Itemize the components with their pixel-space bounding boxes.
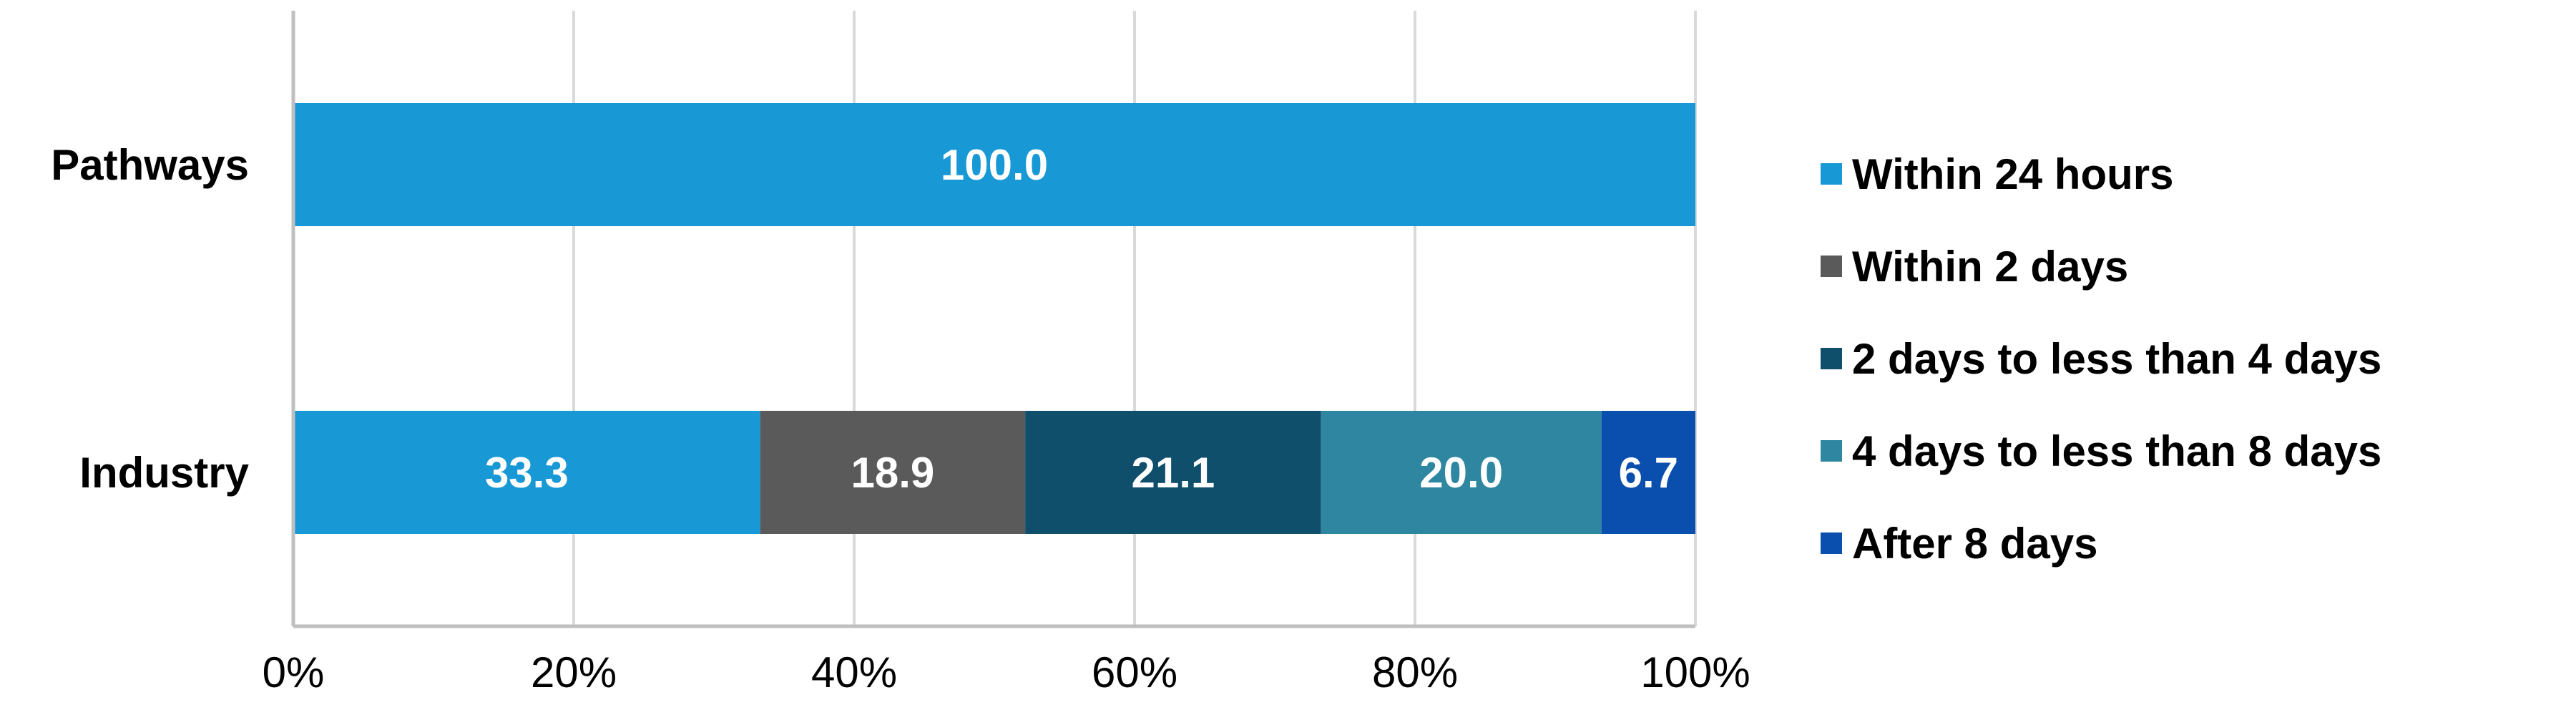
bars: 100.0 33.3 18.9 21.1 20.0 6.7 xyxy=(293,103,1695,534)
bar-segment xyxy=(760,411,1026,534)
legend-item: After 8 days xyxy=(1821,520,2097,568)
bar-segment xyxy=(1601,411,1695,534)
data-label: 100.0 xyxy=(941,141,1048,189)
legend-item: Within 24 hours xyxy=(1821,150,2173,198)
legend-swatch xyxy=(1821,348,1842,369)
x-tick-label: 60% xyxy=(1092,648,1177,696)
axes: 0% 20% 40% 60% 80% 100% Pathways Industry xyxy=(51,11,1750,696)
data-label: 33.3 xyxy=(485,449,569,497)
x-tick-label: 80% xyxy=(1372,648,1458,696)
x-tick-label: 100% xyxy=(1640,648,1750,696)
data-label: 6.7 xyxy=(1619,449,1678,497)
legend-item: 2 days to less than 4 days xyxy=(1821,335,2381,383)
bar-segment xyxy=(293,411,760,534)
legend-item: Within 2 days xyxy=(1821,243,2128,291)
legend-swatch xyxy=(1821,163,1842,185)
category-label: Industry xyxy=(79,449,249,497)
legend-swatch xyxy=(1821,532,1842,554)
x-tick-label: 20% xyxy=(531,648,617,696)
data-label: 21.1 xyxy=(1132,449,1215,497)
legend: Within 24 hours Within 2 days 2 days to le… xyxy=(1821,150,2381,568)
legend-label: 2 days to less than 4 days xyxy=(1852,335,2381,383)
bar-segment xyxy=(1025,411,1321,534)
legend-label: Within 24 hours xyxy=(1852,150,2173,198)
bar-segment xyxy=(1321,411,1602,534)
bar-segment xyxy=(293,103,1695,226)
legend-label: After 8 days xyxy=(1852,520,2097,568)
legend-label: Within 2 days xyxy=(1852,243,2128,291)
data-label: 20.0 xyxy=(1419,449,1503,497)
data-label: 18.9 xyxy=(851,449,935,497)
legend-item: 4 days to less than 8 days xyxy=(1821,427,2381,475)
legend-label: 4 days to less than 8 days xyxy=(1852,427,2381,475)
x-tick-label: 40% xyxy=(811,648,897,696)
x-tick-label: 0% xyxy=(263,648,325,696)
legend-swatch xyxy=(1821,440,1842,462)
legend-swatch xyxy=(1821,256,1842,277)
category-label: Pathways xyxy=(51,141,249,189)
